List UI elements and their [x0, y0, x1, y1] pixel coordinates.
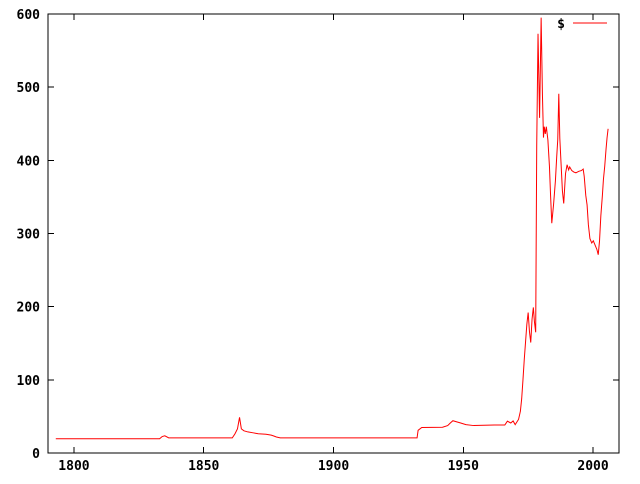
y-tick-label: 500	[17, 81, 41, 96]
x-axis-labels: 1800 1850 1900 1950 2000	[58, 459, 609, 474]
y-tick-label: 400	[17, 154, 41, 169]
x-axis-ticks	[73, 14, 594, 453]
x-tick-label: 1950	[448, 459, 479, 474]
x-tick-label: 2000	[577, 459, 608, 474]
y-tick-label: 200	[17, 301, 41, 316]
x-tick-label: 1850	[188, 459, 219, 474]
y-tick-label: 100	[17, 374, 41, 389]
legend: $	[557, 17, 607, 32]
price-line-series	[55, 17, 609, 440]
y-tick-label: 600	[17, 8, 41, 23]
y-axis-ticks	[48, 13, 619, 454]
y-tick-label: 0	[32, 447, 40, 462]
x-tick-label: 1800	[58, 459, 89, 474]
y-tick-label: 300	[17, 228, 41, 243]
y-axis-labels: 0 100 200 300 400 500 600	[17, 8, 41, 462]
legend-series-label: $	[557, 17, 565, 32]
x-tick-label: 1900	[318, 459, 349, 474]
